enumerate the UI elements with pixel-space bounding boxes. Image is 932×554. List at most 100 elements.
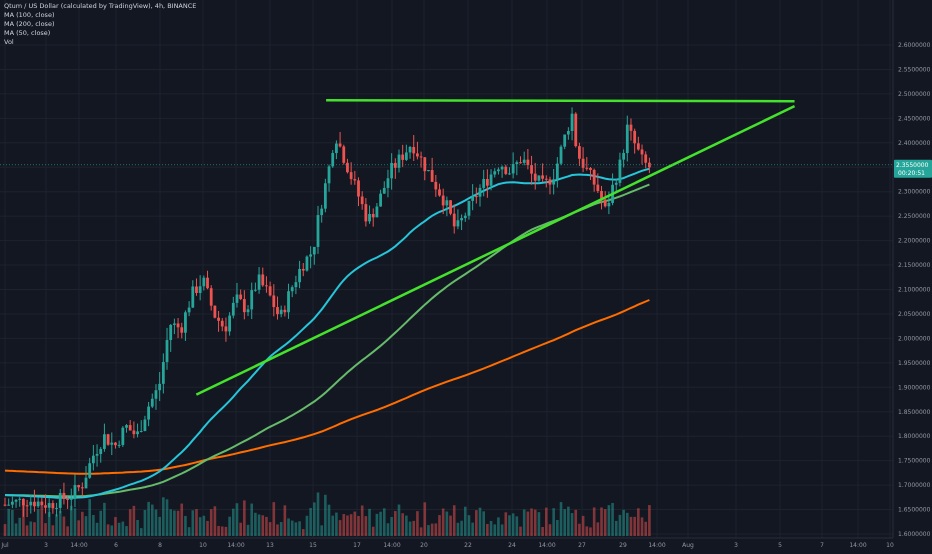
legend-ma100[interactable]: MA (100, close) (4, 11, 55, 19)
volume-bar (3, 524, 7, 536)
y-tick-label: 1.6500000 (898, 507, 931, 514)
x-tick-label: 27 (578, 542, 586, 549)
volume-bar (482, 511, 485, 536)
chart-legend: Qtum / US Dollar (calculated by TradingV… (4, 2, 196, 47)
candle-body (349, 172, 353, 180)
volume-bar (250, 503, 254, 536)
candle-body (644, 154, 648, 163)
volume-bar (648, 505, 651, 536)
candle-body (290, 287, 294, 292)
volume-bar (298, 521, 301, 536)
candle-body (257, 274, 261, 290)
candle-body (29, 501, 33, 506)
volume-bar (405, 515, 408, 536)
candle-body (357, 180, 360, 197)
candle-body (128, 425, 132, 431)
volume-bar (44, 523, 47, 536)
candle-body (578, 146, 581, 159)
candle-body (346, 162, 349, 173)
candle-body (161, 361, 165, 384)
y-tick-label: 2.2000000 (898, 238, 931, 245)
candle-body (14, 499, 18, 502)
candle-body (51, 503, 55, 509)
volume-bar (110, 525, 114, 536)
volume-bar (261, 515, 265, 536)
volume-bar (195, 509, 198, 536)
legend-ma50[interactable]: MA (50, close) (4, 29, 51, 37)
volume-bar (143, 509, 147, 536)
x-tick-label: 24 (508, 542, 516, 549)
candle-body (10, 501, 14, 505)
volume-bar (128, 509, 132, 536)
candle-body (69, 497, 73, 500)
volume-bar (556, 520, 559, 536)
volume-bar (176, 510, 180, 536)
candle-body (478, 187, 482, 197)
volume-bar (552, 508, 555, 536)
volume-bar (430, 523, 434, 536)
y-tick-label: 2.2500000 (898, 213, 931, 220)
volume-bar (397, 504, 401, 536)
candle-body (500, 166, 504, 170)
candle-body (213, 305, 217, 318)
candle-body (375, 206, 379, 218)
volume-bar (475, 510, 478, 536)
volume-bar (386, 523, 390, 536)
candle-body (607, 202, 611, 207)
candle-body (283, 309, 287, 313)
volume-bar (18, 517, 22, 536)
y-tick-label: 2.0000000 (898, 335, 931, 342)
volume-bar (578, 523, 581, 536)
volume-bar (500, 524, 504, 536)
candle-body (80, 487, 84, 489)
candle-body (114, 442, 117, 446)
candle-body (438, 189, 441, 196)
candle-body (55, 507, 58, 509)
legend-vol[interactable]: Vol (4, 38, 14, 46)
x-tick-label: 8 (158, 542, 162, 549)
candle-body (84, 477, 88, 489)
candle-body (169, 324, 173, 340)
volume-bar (463, 506, 467, 536)
candle-body (202, 277, 206, 287)
candle-body (62, 492, 66, 499)
volume-bar (81, 511, 84, 536)
candle-body (434, 181, 438, 190)
volume-bar (445, 511, 449, 536)
volume-bar (486, 523, 489, 536)
volume-bar (559, 502, 563, 536)
volume-bar (563, 509, 566, 536)
volume-bar (427, 525, 430, 536)
candle-body (206, 277, 209, 289)
volume-bar (139, 528, 143, 536)
legend-ma200[interactable]: MA (200, close) (4, 20, 55, 28)
x-tick-label: 14:00 (227, 542, 244, 549)
volume-bar (290, 520, 294, 536)
candle-body (533, 173, 537, 181)
candle-body (497, 169, 500, 172)
candle-body (419, 156, 423, 158)
volume-bar (243, 500, 246, 536)
volume-bar (537, 512, 541, 536)
volume-bar (360, 505, 364, 536)
volume-bar (603, 509, 607, 536)
volume-bar (611, 502, 614, 536)
candle-body (235, 294, 239, 303)
candle-body (103, 434, 106, 449)
x-tick-label: 14:00 (538, 542, 555, 549)
candle-body (408, 146, 412, 153)
x-tick-label: 14:00 (383, 542, 400, 549)
candle-body (600, 191, 603, 200)
volume-bar (99, 510, 103, 536)
candle-body (7, 504, 11, 506)
x-tick-label: 6 (114, 542, 118, 549)
volume-bar (467, 515, 471, 536)
candle-body (220, 320, 224, 327)
candle-body (106, 434, 110, 445)
volume-bar (530, 508, 533, 536)
candle-body (121, 427, 125, 445)
volume-bar (265, 516, 268, 536)
candle-body (316, 215, 320, 247)
